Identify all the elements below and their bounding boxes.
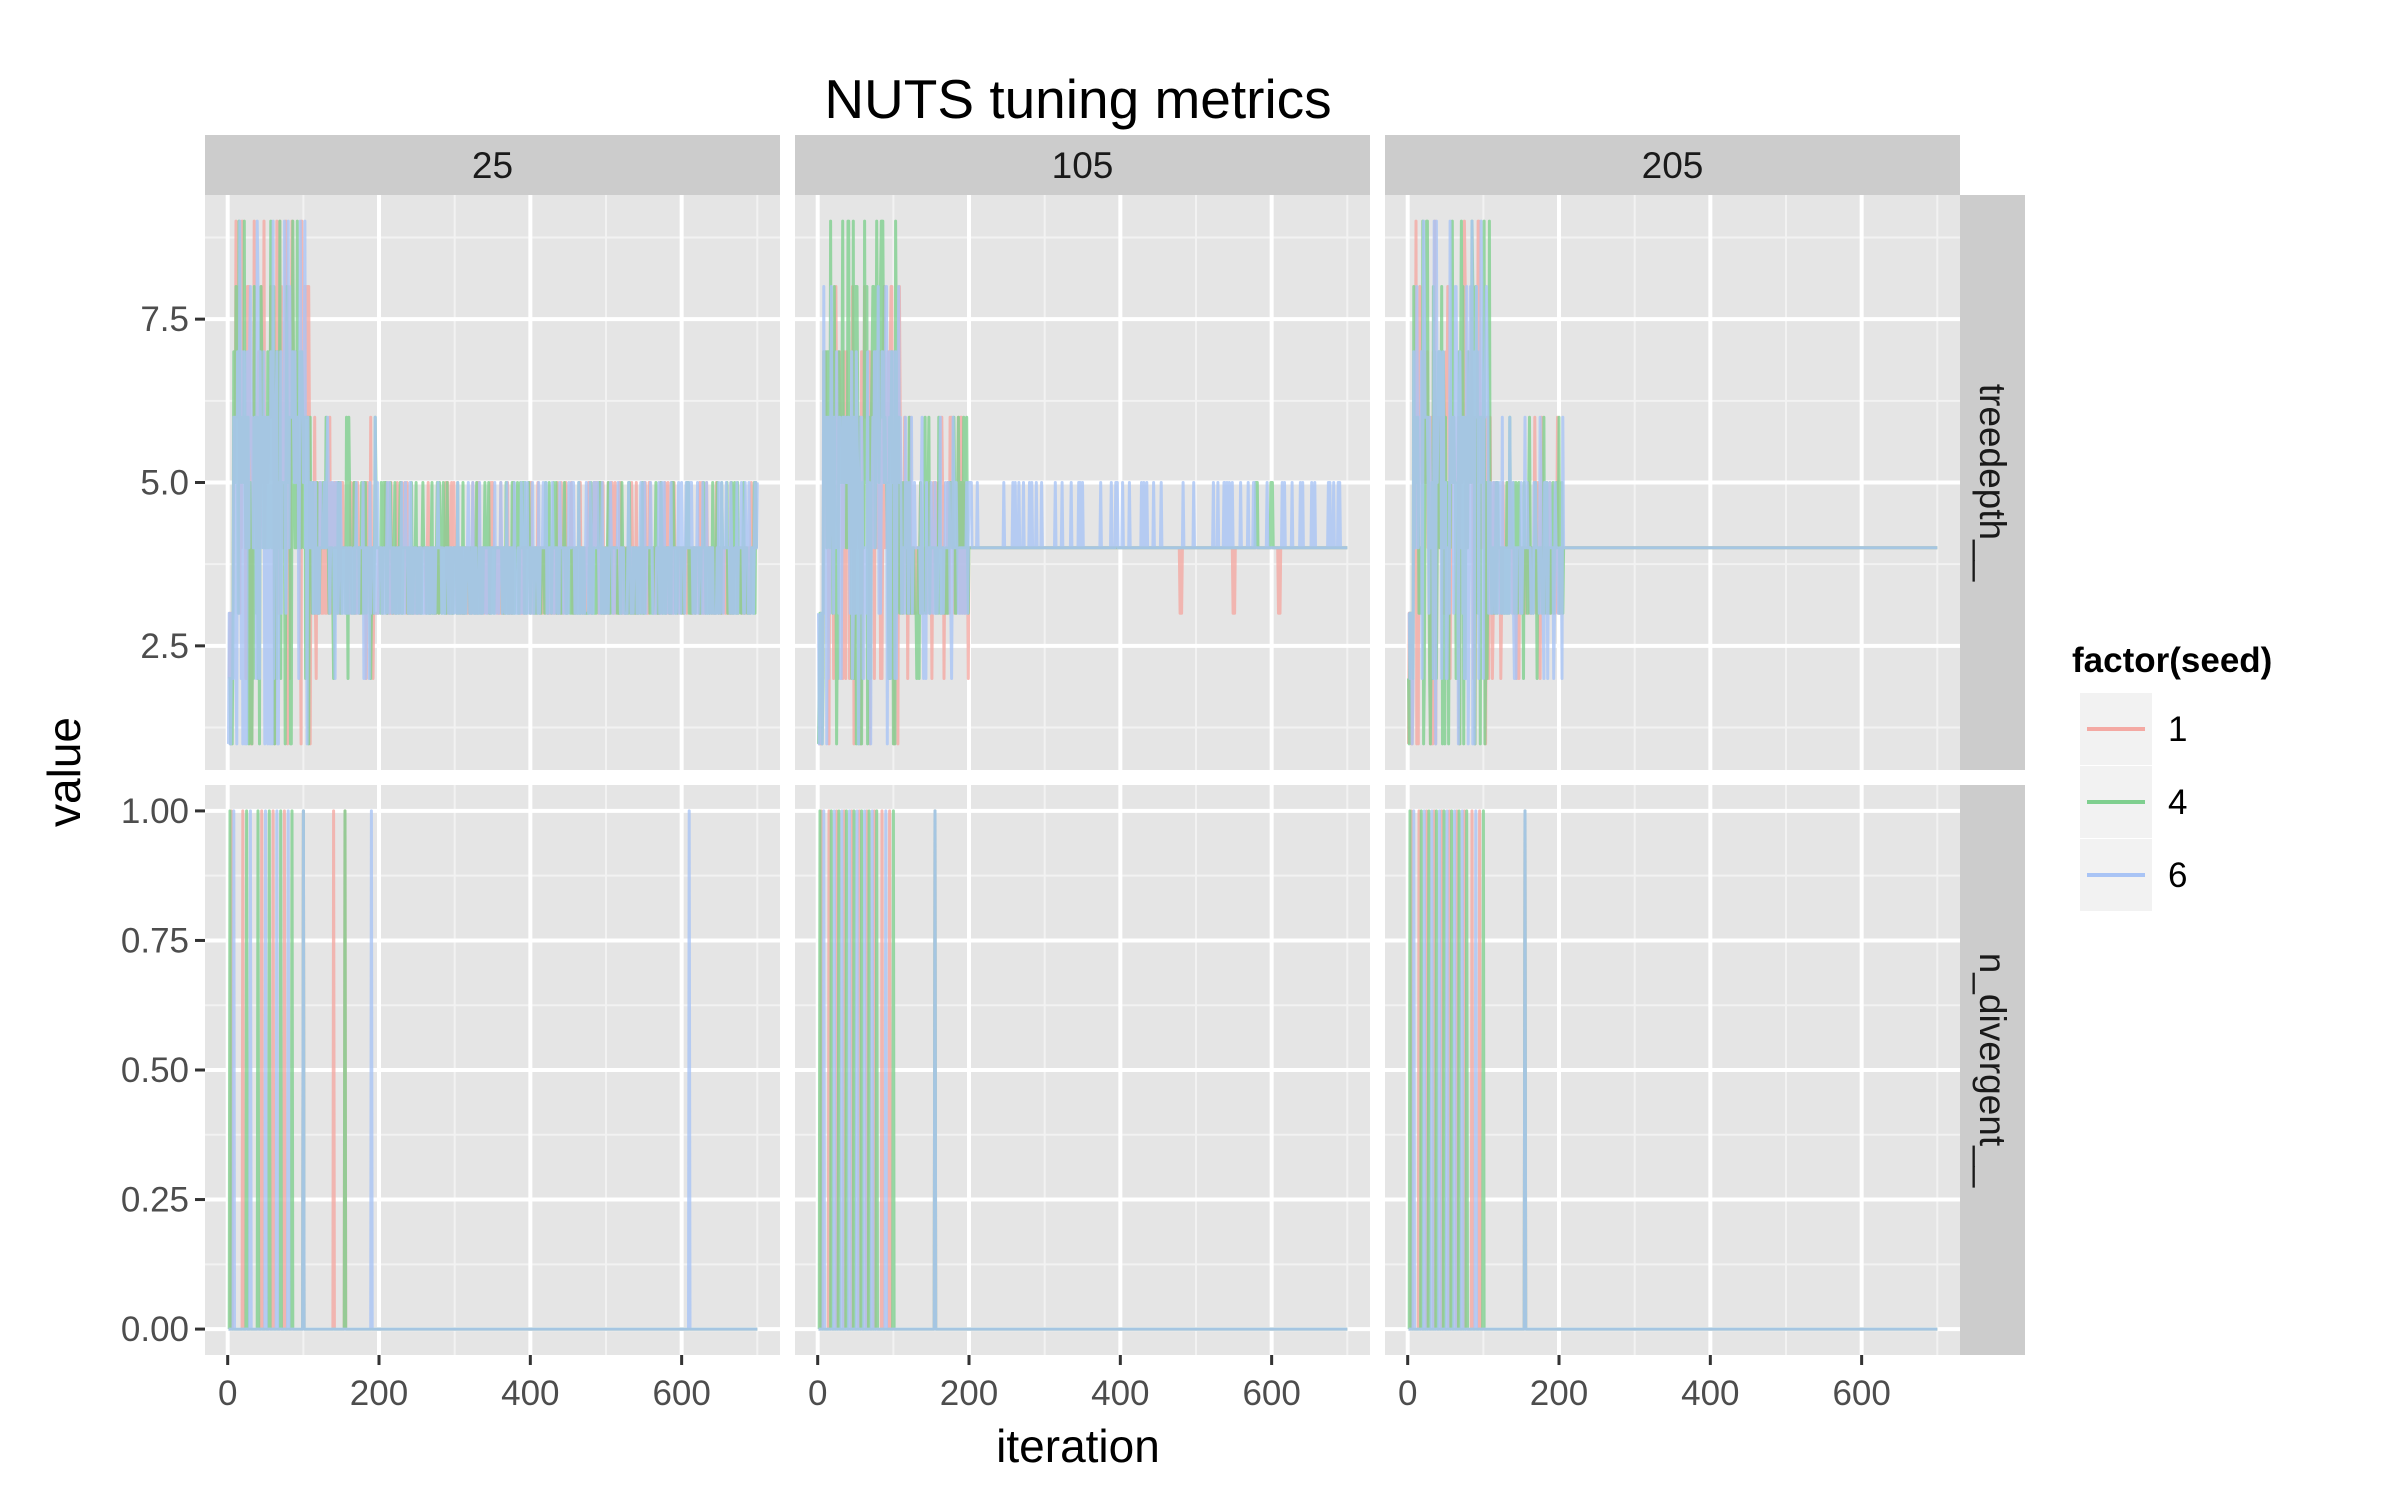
chart-title: NUTS tuning metrics bbox=[824, 68, 1331, 130]
y-tick-label: 5.0 bbox=[140, 464, 189, 503]
panel-n_divergent__-105 bbox=[795, 785, 1370, 1355]
x-axis-title: iteration bbox=[996, 1420, 1160, 1472]
legend-label: 4 bbox=[2168, 783, 2187, 822]
series-line-seed-6 bbox=[227, 219, 759, 746]
row-strip-n_divergent__: n_divergent__ bbox=[1960, 785, 2025, 1355]
x-tick-label: 600 bbox=[1832, 1374, 1890, 1413]
axes-layer: 2.5 5.0 7.5 0.00 0.25 0.50 0.75 1.00 0 200 400 600 0… bbox=[121, 300, 1891, 1413]
y-tick-label: 1.00 bbox=[121, 792, 189, 831]
series-line-seed-6 bbox=[1407, 809, 1938, 1331]
y-tick-label: 2.5 bbox=[140, 627, 189, 666]
x-tick-label: 0 bbox=[218, 1374, 237, 1413]
legend: factor(seed) 1 4 6 bbox=[2072, 641, 2272, 911]
y-tick-label: 0.50 bbox=[121, 1051, 189, 1090]
panel-treedepth__-25: 25 bbox=[205, 135, 780, 770]
y-tick-label: 0.75 bbox=[121, 921, 189, 960]
x-tick-label: 200 bbox=[1530, 1374, 1588, 1413]
x-tick-label: 200 bbox=[940, 1374, 998, 1413]
panel-n_divergent__-205 bbox=[1385, 785, 1960, 1355]
series-line-seed-6 bbox=[1407, 219, 1938, 746]
row-strip-label: n_divergent__ bbox=[1972, 953, 2013, 1188]
column-strip-label: 205 bbox=[1642, 145, 1704, 186]
series-line-seed-6 bbox=[817, 285, 1348, 746]
x-tick-label: 0 bbox=[1398, 1374, 1417, 1413]
x-tick-label: 400 bbox=[1681, 1374, 1739, 1413]
legend-label: 1 bbox=[2168, 710, 2187, 749]
x-tick-label: 0 bbox=[808, 1374, 827, 1413]
x-tick-label: 400 bbox=[501, 1374, 559, 1413]
row-strip-background bbox=[1960, 195, 2025, 770]
x-tick-label: 400 bbox=[1091, 1374, 1149, 1413]
panel-treedepth__-205: 205 bbox=[1385, 135, 1960, 770]
panel-n_divergent__-25 bbox=[205, 785, 780, 1355]
panel-treedepth__-105: 105 bbox=[795, 135, 1370, 770]
legend-item-seed-6: 6 bbox=[2080, 839, 2187, 911]
column-strip-105 bbox=[795, 135, 1370, 195]
legend-items: 1 4 6 bbox=[2080, 693, 2187, 911]
x-tick-label: 200 bbox=[350, 1374, 408, 1413]
column-strip-label: 105 bbox=[1052, 145, 1114, 186]
column-strip-25 bbox=[205, 135, 780, 195]
row-strip-label: treedepth__ bbox=[1972, 384, 2013, 582]
y-tick-label: 0.25 bbox=[121, 1181, 189, 1220]
panels-layer: 25 105 205 treedepth__ n_divergent__ bbox=[205, 135, 2025, 1355]
legend-label: 6 bbox=[2168, 856, 2187, 895]
legend-item-seed-4: 4 bbox=[2080, 766, 2187, 838]
x-tick-label: 600 bbox=[652, 1374, 710, 1413]
y-tick-label: 7.5 bbox=[140, 300, 189, 339]
column-strip-label: 25 bbox=[472, 145, 513, 186]
y-tick-label: 0.00 bbox=[121, 1310, 189, 1349]
y-axis-title: value bbox=[38, 717, 90, 827]
series-line-seed-6 bbox=[817, 809, 1348, 1331]
column-strip-205 bbox=[1385, 135, 1960, 195]
legend-title: factor(seed) bbox=[2072, 641, 2272, 680]
row-strip-treedepth__: treedepth__ bbox=[1960, 195, 2025, 770]
series-line-seed-6 bbox=[227, 809, 758, 1331]
x-tick-label: 600 bbox=[1242, 1374, 1300, 1413]
row-strip-background bbox=[1960, 785, 2025, 1355]
legend-item-seed-1: 1 bbox=[2080, 693, 2187, 765]
